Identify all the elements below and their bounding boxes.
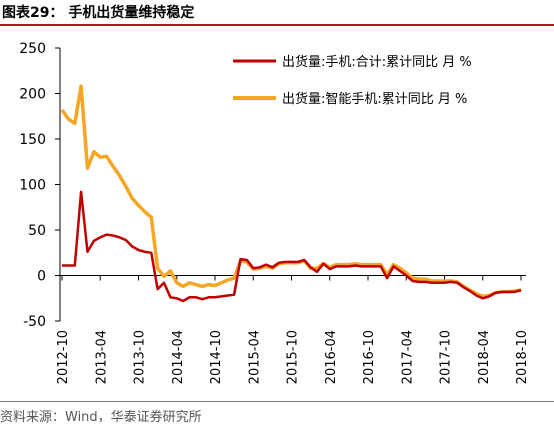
legend-label-total: 出货量:手机:合计:累计同比 月 % bbox=[282, 54, 472, 70]
x-axis: 2012-10 2013-04 2013-10 2014-04 2014-10 2015-… bbox=[56, 275, 530, 384]
x-tick-label: 2015-10 bbox=[286, 330, 301, 384]
y-tick-label: 150 bbox=[19, 132, 46, 148]
y-tick-label: 100 bbox=[19, 178, 46, 194]
x-tick-label: 2016-10 bbox=[362, 330, 377, 384]
series-line-smartphone bbox=[60, 84, 522, 299]
y-tick-label: 50 bbox=[28, 223, 46, 239]
series-lines bbox=[60, 84, 522, 303]
x-tick-label: 2013-10 bbox=[133, 330, 148, 384]
x-tick-label: 2018-04 bbox=[477, 330, 492, 384]
y-axis: -50 0 50 100 150 200 250 bbox=[19, 41, 61, 330]
legend-label-smartphone: 出货量:智能手机:累计同比 月 % bbox=[282, 91, 467, 107]
x-tick-label: 2015-04 bbox=[247, 330, 262, 384]
x-tick-label: 2014-10 bbox=[209, 330, 224, 384]
legend: 出货量:手机:合计:累计同比 月 % 出货量:智能手机:累计同比 月 % bbox=[233, 54, 472, 107]
source-note: 资料来源：Wind，华泰证券研究所 bbox=[0, 410, 202, 425]
y-tick-label: 250 bbox=[19, 41, 46, 57]
x-tick-label: 2013-04 bbox=[94, 330, 109, 384]
x-tick-label: 2012-10 bbox=[56, 330, 71, 384]
figure-title: 图表29： 手机出货量维持稳定 bbox=[2, 5, 195, 21]
y-tick-label: 0 bbox=[37, 269, 46, 285]
series-line-total bbox=[62, 190, 522, 303]
y-tick-label: 200 bbox=[19, 87, 46, 103]
y-tick-label: -50 bbox=[23, 314, 46, 330]
x-tick-label: 2014-04 bbox=[171, 330, 186, 384]
title-rule bbox=[0, 24, 554, 26]
footer-rule bbox=[0, 401, 554, 402]
x-tick-label: 2016-04 bbox=[324, 330, 339, 384]
line-chart: -50 0 50 100 150 200 250 2012-10 2013-04 2013-10… bbox=[19, 41, 530, 384]
y-ticks: -50 0 50 100 150 200 250 bbox=[19, 41, 60, 330]
x-ticks: 2012-10 2013-04 2013-10 2014-04 2014-10 2015-… bbox=[56, 275, 530, 384]
x-tick-label: 2017-10 bbox=[439, 330, 454, 384]
x-tick-label: 2018-10 bbox=[515, 330, 530, 384]
x-tick-label: 2017-04 bbox=[400, 330, 415, 384]
